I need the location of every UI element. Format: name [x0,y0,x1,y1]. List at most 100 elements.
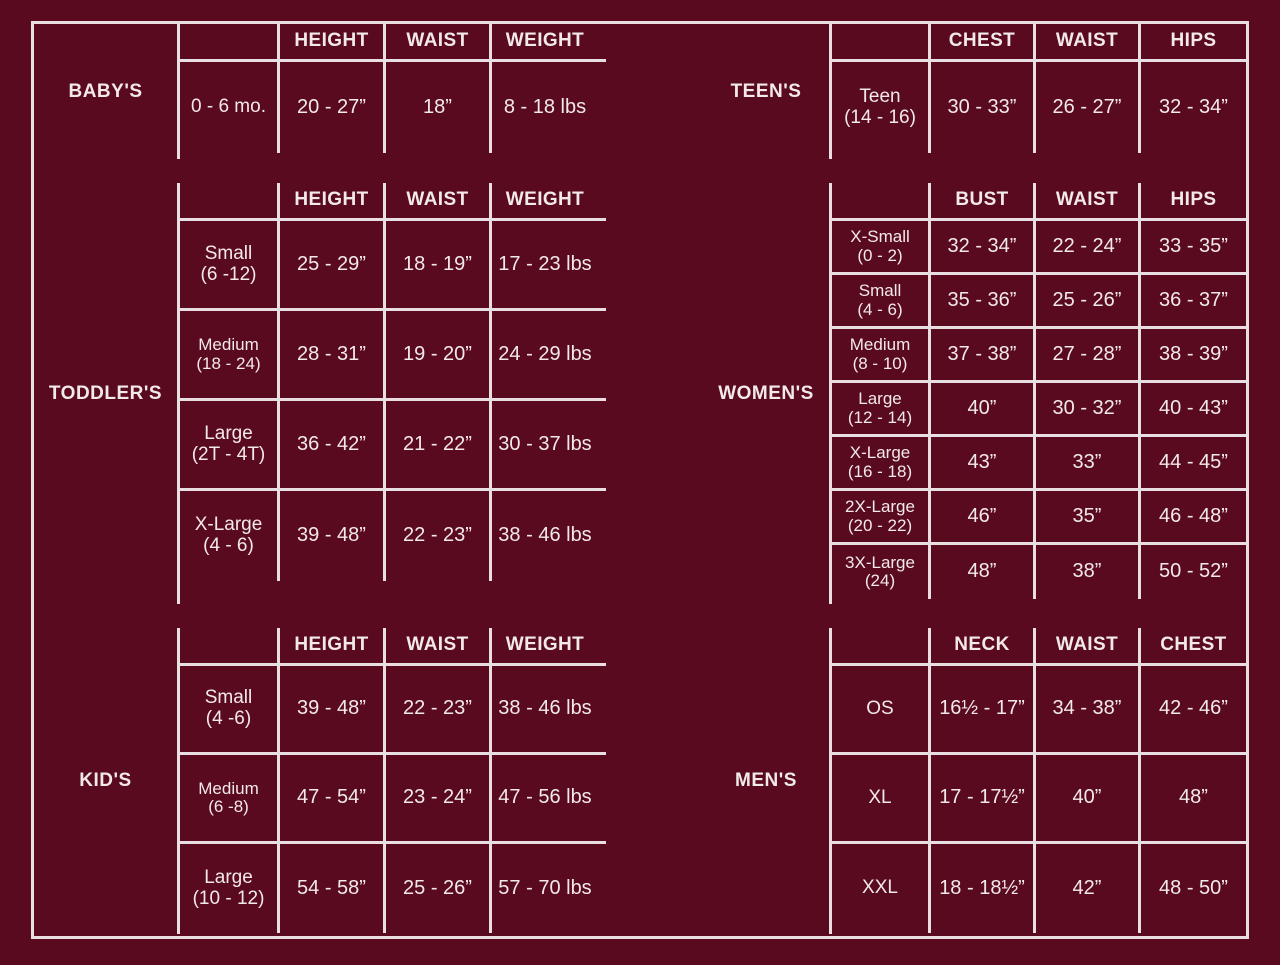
column-header-neck: NECK [931,628,1036,663]
size-label: 2X-Large (20 - 22) [832,491,931,542]
table-row: 3X-Large (24) 48” 38” 50 - 52” [832,545,1246,599]
header-row: HEIGHT WAIST WEIGHT [180,183,606,221]
size-label: Teen (14 - 16) [832,62,931,153]
measure-value: 18 - 19” [386,221,492,308]
measure-value: 33” [1036,437,1141,488]
measure-value: 38 - 39” [1159,342,1228,365]
size-label-name: Medium [198,778,259,798]
table-row: Teen (14 - 16) 30 - 33” 26 - 27” 32 - 34… [832,62,1246,153]
measure-value: 35” [1036,491,1141,542]
size-label-name: Small [204,242,253,264]
category-title-kid: KID'S [34,628,180,934]
size-label: Large (12 - 14) [832,383,931,434]
measure-value: 40 - 43” [1159,396,1228,419]
measure-value: 50 - 52” [1159,560,1228,583]
measure-value: 44 - 45” [1159,450,1228,473]
measure-value: 22 - 23” [386,491,492,581]
category-title-baby: BABY'S [34,24,180,159]
table-row: 0 - 6 mo. 20 - 27” 18” 8 - 18 lbs [180,62,606,153]
table-women: BUST WAIST HIPS X-Small (0 - 2) 32 - 34”… [832,183,1246,604]
size-label: Medium (8 - 10) [832,329,931,380]
table-row: XXL 18 - 18½” 42” 48 - 50” [832,844,1246,933]
size-label-range: (0 - 2) [857,245,903,265]
column-header-chest: CHEST [931,24,1036,59]
table-row: Large (2T - 4T) 36 - 42” 21 - 22” 30 - 3… [180,401,606,491]
size-label-name: Medium [198,335,259,355]
size-label: X-Small (0 - 2) [832,221,931,272]
measure-value: 48 - 50” [1159,876,1228,899]
measure-value: 22 - 24” [1036,221,1141,272]
measure-value: 21 - 22” [386,401,492,488]
size-label: 3X-Large (24) [832,545,931,599]
section-spacer [606,24,703,159]
size-label-range: (10 - 12) [192,887,265,909]
column-header-height: HEIGHT [280,183,386,218]
size-label-name: 3X-Large [845,552,915,572]
table-toddler: HEIGHT WAIST WEIGHT Small (6 -12) 25 - 2… [180,183,606,604]
measure-value: 46 - 48” [1159,504,1228,527]
measure-value: 30 - 32” [1036,383,1141,434]
column-header-waist: WAIST [1036,24,1141,59]
size-label-range: (24) [864,571,896,590]
measure-value: 35 - 36” [931,275,1036,326]
measure-value: 40” [931,383,1036,434]
size-label: XL [832,755,931,841]
size-label-name: Small [858,281,902,301]
size-label: 0 - 6 mo. [180,62,280,153]
measure-value: 32 - 34” [931,221,1036,272]
measure-value: 8 - 18 lbs [503,95,587,118]
size-label-range: (18 - 24) [196,353,261,373]
band-baby-teen: BABY'S HEIGHT WAIST WEIGHT 0 - 6 mo. 20 … [34,24,1246,159]
band-toddler-women: TODDLER'S HEIGHT WAIST WEIGHT Small (6 -… [34,183,1246,604]
size-label: Large (10 - 12) [180,844,280,933]
size-label-name: X-Small [850,227,910,247]
measure-value: 54 - 58” [280,844,386,933]
band-kid-men: KID'S HEIGHT WAIST WEIGHT Small (4 -6) [34,628,1246,934]
size-label-range: (4 - 6) [203,535,254,556]
section-baby: BABY'S HEIGHT WAIST WEIGHT 0 - 6 mo. 20 … [34,24,606,159]
size-label-range: (4 -6) [205,708,252,729]
column-header-weight: WEIGHT [505,30,585,52]
measure-value: 30 - 37 lbs [498,432,592,455]
size-label-range: (16 - 18) [847,461,913,481]
column-header-hips: HIPS [1170,30,1217,52]
measure-value: 17 - 23 lbs [498,252,592,275]
size-label-name: X-Large [849,443,911,463]
measure-value: 47 - 56 lbs [498,786,592,809]
column-header-waist: WAIST [386,183,492,218]
table-row: Large (10 - 12) 54 - 58” 25 - 26” 57 - 7… [180,844,606,933]
table-row: X-Large (16 - 18) 43” 33” 44 - 45” [832,437,1246,491]
measure-value: 20 - 27” [280,62,386,153]
column-header-hips: HIPS [1170,189,1217,211]
measure-value: 16½ - 17” [931,666,1036,752]
size-label-range: (6 -8) [208,797,249,816]
measure-value: 25 - 26” [386,844,492,933]
measure-value: 42” [1036,844,1141,933]
category-title-women: WOMEN'S [703,183,832,604]
size-label-name: Teen [859,85,901,107]
size-label-range: (4 - 6) [857,299,903,319]
table-row: X-Small (0 - 2) 32 - 34” 22 - 24” 33 - 3… [832,221,1246,275]
section-spacer [606,628,703,934]
measure-value: 47 - 54” [280,755,386,841]
measure-value: 18 - 18½” [931,844,1036,933]
table-row: Large (12 - 14) 40” 30 - 32” 40 - 43” [832,383,1246,437]
size-label: Medium (6 -8) [180,755,280,841]
column-header-waist: WAIST [386,24,492,59]
size-label: Small (4 - 6) [832,275,931,326]
size-label-name: X-Large [194,514,263,536]
column-header-height: HEIGHT [280,24,386,59]
measure-value: 23 - 24” [386,755,492,841]
table-row: Small (4 - 6) 35 - 36” 25 - 26” 36 - 37” [832,275,1246,329]
measure-value: 25 - 29” [280,221,386,308]
column-header-size [832,183,931,218]
measure-value: 46” [931,491,1036,542]
size-label-name: Large [858,389,902,409]
measure-value: 39 - 48” [280,666,386,752]
header-row: BUST WAIST HIPS [832,183,1246,221]
column-header-height: HEIGHT [280,628,386,663]
size-label: Large (2T - 4T) [180,401,280,488]
size-label-range: (2T - 4T) [191,443,266,465]
column-header-chest: CHEST [1160,634,1227,656]
